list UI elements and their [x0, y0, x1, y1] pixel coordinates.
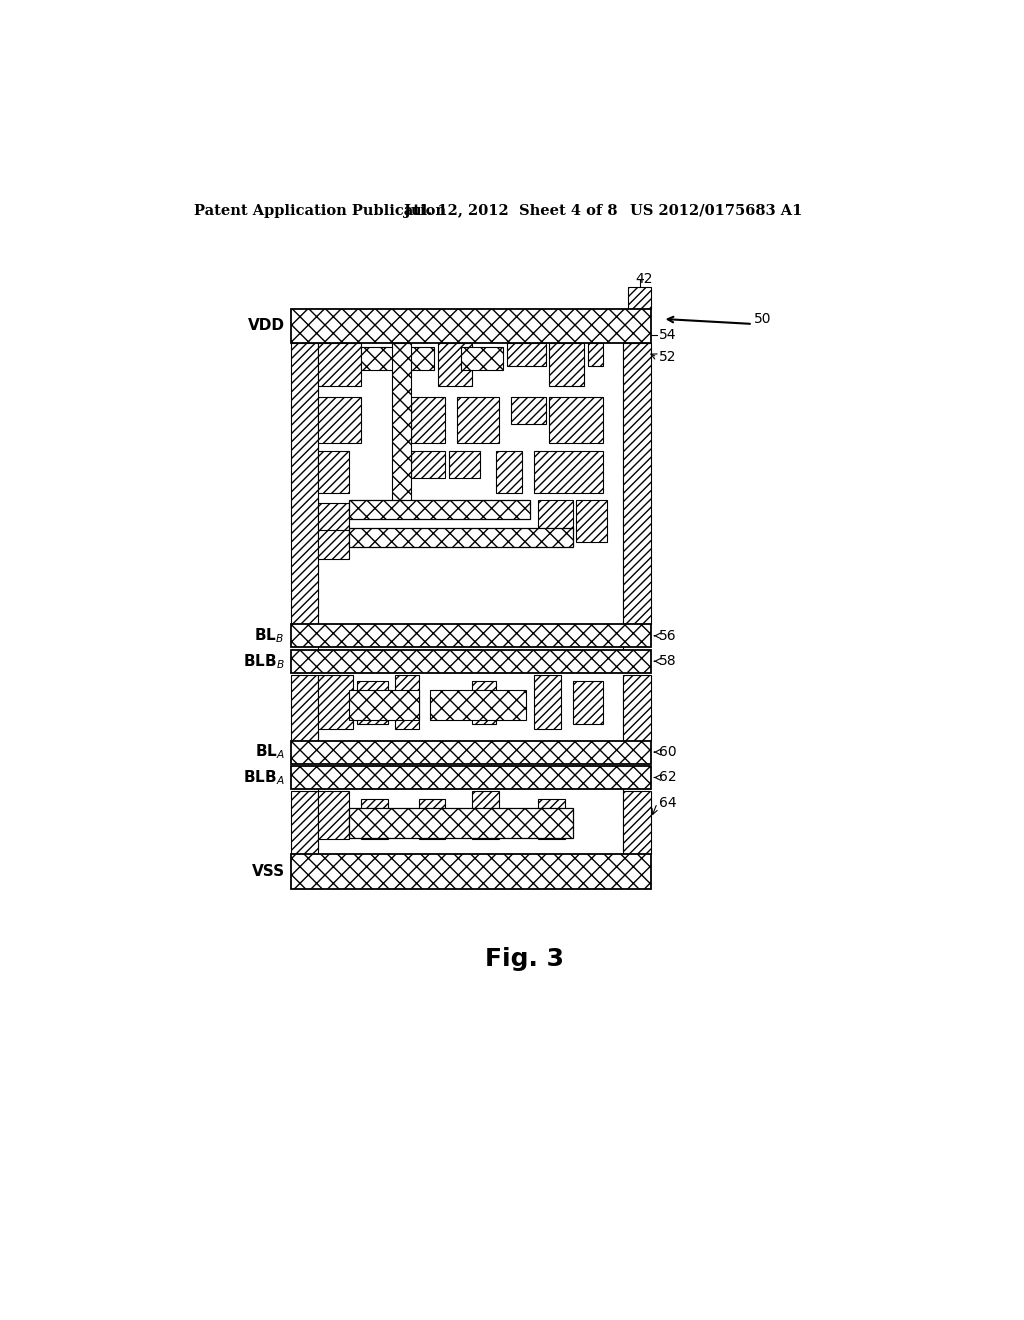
Bar — [472, 792, 500, 840]
Bar — [395, 675, 419, 729]
Bar — [318, 503, 349, 535]
Text: VSS: VSS — [252, 865, 285, 879]
Bar — [391, 343, 411, 516]
Bar — [360, 347, 395, 370]
Bar — [628, 286, 651, 309]
Bar — [318, 531, 349, 558]
Bar — [349, 528, 572, 548]
Bar — [588, 343, 603, 367]
Bar — [349, 499, 530, 519]
Bar — [291, 624, 651, 647]
Bar — [291, 343, 318, 624]
Bar — [291, 766, 651, 789]
Bar — [535, 675, 561, 729]
Bar — [291, 649, 651, 673]
Bar — [318, 792, 349, 840]
Text: VDD: VDD — [248, 318, 285, 334]
Bar — [419, 799, 445, 840]
Bar — [411, 397, 445, 444]
Bar — [511, 397, 546, 424]
Text: Patent Application Publication: Patent Application Publication — [195, 203, 446, 218]
Bar — [624, 675, 651, 741]
Bar — [538, 499, 572, 531]
Bar — [291, 792, 318, 854]
Text: 56: 56 — [658, 628, 677, 643]
Bar — [550, 343, 584, 385]
Bar — [318, 675, 353, 729]
Bar — [291, 741, 651, 763]
Text: 64: 64 — [658, 796, 677, 810]
Bar — [461, 347, 503, 370]
Text: BLB$_B$: BLB$_B$ — [243, 652, 285, 671]
Text: BL$_B$: BL$_B$ — [254, 627, 285, 645]
Bar — [496, 451, 522, 494]
Bar — [438, 343, 472, 385]
Text: 62: 62 — [658, 771, 677, 784]
Bar — [507, 343, 546, 367]
Text: 42: 42 — [636, 272, 653, 286]
Text: 52: 52 — [658, 350, 676, 364]
Text: BL$_A$: BL$_A$ — [255, 743, 285, 762]
Bar — [577, 499, 607, 541]
Text: US 2012/0175683 A1: US 2012/0175683 A1 — [630, 203, 802, 218]
Bar — [572, 681, 603, 723]
Text: BLB$_A$: BLB$_A$ — [243, 768, 285, 787]
Bar — [535, 451, 603, 494]
Bar — [349, 808, 572, 837]
Bar — [357, 681, 388, 723]
Text: 60: 60 — [658, 744, 677, 759]
Bar — [318, 397, 360, 444]
Bar — [624, 792, 651, 854]
Text: Jul. 12, 2012  Sheet 4 of 8: Jul. 12, 2012 Sheet 4 of 8 — [403, 203, 617, 218]
Bar — [457, 397, 500, 444]
Bar — [291, 854, 651, 890]
Bar — [291, 309, 651, 343]
Bar — [538, 799, 565, 840]
Bar — [349, 690, 419, 719]
Bar — [624, 343, 651, 624]
Bar — [360, 799, 388, 840]
Bar — [550, 397, 603, 444]
Text: 50: 50 — [755, 312, 772, 326]
Bar — [411, 451, 445, 478]
Text: 54: 54 — [658, 327, 676, 342]
Bar — [472, 681, 496, 723]
Bar — [407, 347, 434, 370]
Bar — [291, 675, 318, 741]
Bar — [450, 451, 480, 478]
Bar — [318, 343, 360, 385]
Bar — [318, 451, 349, 494]
Text: 58: 58 — [658, 655, 677, 668]
Text: Fig. 3: Fig. 3 — [485, 948, 564, 972]
Bar — [430, 690, 526, 719]
